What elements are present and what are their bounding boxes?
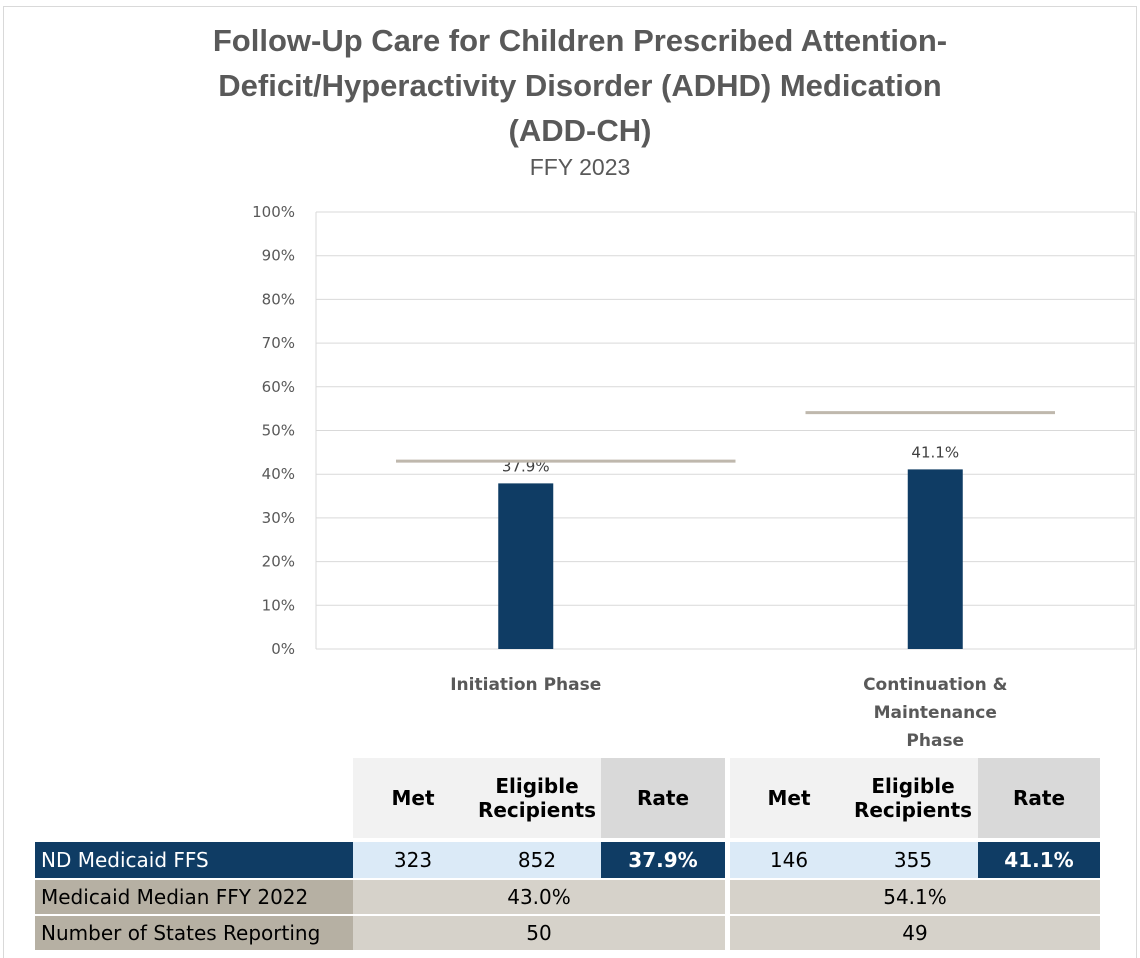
header-met-initiation: Met	[353, 758, 473, 838]
cell-states-init: 50	[353, 914, 725, 950]
x-category-label: Initiation Phase	[450, 675, 601, 695]
chart-frame	[3, 6, 1137, 958]
header-eligible-line2: Recipients	[853, 798, 973, 822]
header-rate-continuation: Rate	[978, 758, 1100, 838]
row-separator	[725, 914, 730, 950]
row-label-nd-medicaid: ND Medicaid FFS	[35, 842, 353, 878]
title-line-2: Deficit/Hyperactivity Disorder (ADHD) Me…	[218, 68, 942, 103]
header-blank	[35, 758, 353, 838]
y-tick-label: 70%	[262, 334, 295, 352]
cell-cont-met: 146	[730, 842, 848, 878]
row-label-median: Medicaid Median FFY 2022	[35, 878, 353, 914]
table-row-median: Medicaid Median FFY 2022 43.0% 54.1%	[35, 878, 1100, 914]
header-rate-initiation: Rate	[601, 758, 725, 838]
cell-init-eligible: 852	[473, 842, 601, 878]
y-tick-label: 100%	[252, 203, 295, 221]
y-tick-label: 40%	[262, 465, 295, 483]
header-eligible-line2: Recipients	[477, 798, 597, 822]
bar	[498, 483, 554, 649]
cell-median-init: 43.0%	[353, 878, 725, 914]
y-tick-label: 60%	[262, 378, 295, 396]
table-row-nd-medicaid: ND Medicaid FFS 323 852 37.9% 146 355 41…	[35, 842, 1100, 878]
title-line-3: (ADD-CH)	[508, 113, 652, 148]
table-row-states: Number of States Reporting 50 49	[35, 914, 1100, 950]
y-tick-label: 80%	[262, 290, 295, 308]
bar-data-label: 41.1%	[911, 443, 959, 461]
header-eligible-line1: Eligible	[495, 774, 579, 798]
cell-init-met: 323	[353, 842, 473, 878]
row-label-states: Number of States Reporting	[35, 914, 353, 950]
y-tick-label: 10%	[262, 596, 295, 614]
cell-states-cont: 49	[730, 914, 1100, 950]
data-table: Met Eligible Recipients Rate Met Eligibl…	[35, 758, 1100, 950]
cell-median-cont: 54.1%	[730, 878, 1100, 914]
header-separator	[725, 758, 730, 838]
row-separator	[725, 878, 730, 914]
y-tick-label: 30%	[262, 509, 295, 527]
chart-subtitle: FFY 2023	[529, 154, 631, 180]
header-eligible-continuation: Eligible Recipients	[848, 758, 978, 838]
bar	[907, 469, 963, 649]
x-category-label: Phase	[906, 731, 964, 750]
row-separator	[725, 842, 730, 878]
y-tick-label: 50%	[262, 422, 295, 440]
table-header-row: Met Eligible Recipients Rate Met Eligibl…	[35, 758, 1100, 838]
y-tick-label: 20%	[262, 553, 295, 571]
header-eligible-line1: Eligible	[871, 774, 955, 798]
x-category-label: Continuation &	[863, 675, 1008, 695]
cell-init-rate: 37.9%	[601, 842, 725, 878]
title-line-1: Follow-Up Care for Children Prescribed A…	[212, 23, 948, 58]
bar-chart: 0%10%20%30%40%50%60%70%80%90%100%37.9%In…	[252, 203, 1136, 750]
header-met-continuation: Met	[730, 758, 848, 838]
header-eligible-initiation: Eligible Recipients	[473, 758, 601, 838]
x-category-label: Maintenance	[874, 703, 997, 723]
chart-title: Follow-Up Care for Children Prescribed A…	[0, 18, 1140, 153]
y-tick-label: 90%	[262, 247, 295, 265]
cell-cont-eligible: 355	[848, 842, 978, 878]
y-tick-label: 0%	[271, 640, 295, 658]
cell-cont-rate: 41.1%	[978, 842, 1100, 878]
